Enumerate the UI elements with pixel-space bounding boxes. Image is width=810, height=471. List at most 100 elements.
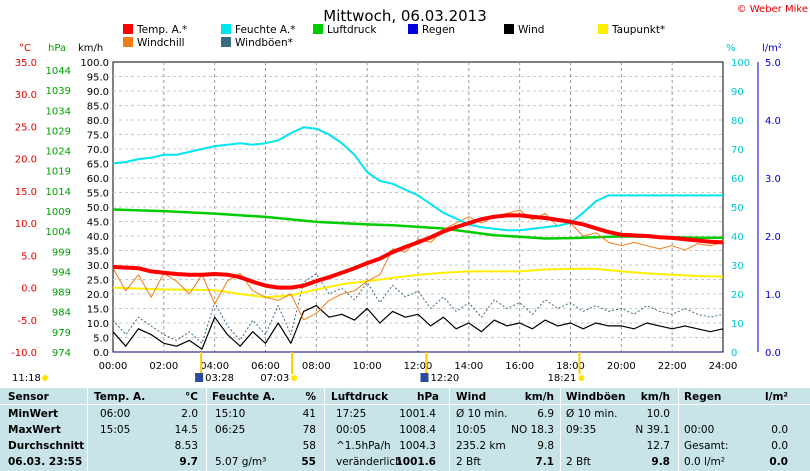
x-tick-label: 20:00	[607, 361, 636, 372]
temp-unit-label: °C	[19, 43, 31, 54]
stats-hum-time: 5.07 g/m³	[215, 456, 267, 468]
pressure-tick-label: 1029	[46, 126, 71, 137]
x-tick-label: 12:00	[404, 361, 433, 372]
x-tick-label: 06:00	[251, 361, 280, 372]
stats-header-cell: °C	[185, 391, 198, 403]
stats-temp-value: 8.53	[174, 440, 198, 452]
stats-gust-value: N 39.1	[635, 424, 670, 436]
pressure-tick-label: 999	[52, 247, 71, 258]
hum-tick-label: 100	[731, 58, 750, 69]
x-tick-label: 24:00	[709, 361, 738, 372]
stats-row-label: 06.03. 23:55	[8, 456, 83, 468]
legend-label: Taupunkt*	[611, 24, 665, 36]
stats-gust-time: Ø 10 min.	[566, 408, 618, 420]
pressure-tick-label: 984	[52, 308, 71, 319]
hum-tick-label: 50	[731, 203, 744, 214]
pressure-tick-label: 1019	[46, 167, 71, 178]
x-tick-label: 02:00	[149, 361, 178, 372]
wind-tick-label: 45.0	[87, 218, 109, 229]
stats-row-label: MinWert	[8, 408, 59, 420]
wind-tick-label: 0.0	[93, 348, 109, 359]
wind-tick-label: 85.0	[87, 102, 109, 113]
stats-pressure-value: 1008.4	[399, 424, 436, 436]
pressure-tick-label: 1024	[46, 147, 71, 158]
stats-wind-value: 7.1	[535, 456, 554, 468]
temp-tick-label: 10.0	[15, 219, 37, 230]
rain-tick-label: 3.0	[765, 174, 781, 185]
x-tick-label: 04:00	[200, 361, 229, 372]
wind-tick-label: 50.0	[87, 203, 109, 214]
hum-tick-label: 10	[731, 319, 744, 330]
stats-row-label: MaxWert	[8, 424, 61, 436]
series-line	[112, 209, 724, 321]
stats-rain-time: 00:00	[684, 424, 715, 436]
legend-swatch	[123, 24, 133, 34]
wind-tick-label: 95.0	[87, 73, 109, 84]
stats-pressure-value: 1001.4	[399, 408, 436, 420]
legend-swatch	[598, 24, 608, 34]
stats-gust-time: 09:35	[566, 424, 597, 436]
stats-header-cell: l/m²	[765, 391, 788, 403]
stats-temp-value: 2.0	[181, 408, 198, 420]
wind-tick-label: 60.0	[87, 174, 109, 185]
sun-moon-markers: 11:18 03:28 07:03 12:20 18:21	[12, 352, 585, 384]
stats-header-cell: Feuchte A.	[212, 391, 276, 403]
hum-tick-label: 0	[731, 348, 737, 359]
stats-gust-time: 2 Bft	[566, 456, 591, 468]
sun-marker-label: 11:18	[12, 373, 41, 384]
stats-header-cell: %	[305, 391, 316, 403]
sun-icon	[578, 375, 585, 381]
stats-header-cell: Temp. A.	[94, 391, 146, 403]
wind-tick-label: 75.0	[87, 131, 109, 142]
stats-header-cell: Sensor	[8, 391, 49, 403]
stats-gust-value: 10.0	[646, 408, 670, 420]
series-line	[112, 126, 723, 232]
x-tick-label: 18:00	[556, 361, 585, 372]
stats-pressure-value: 1001.6	[395, 456, 436, 468]
legend-swatch	[221, 37, 231, 47]
wind-tick-label: 25.0	[87, 276, 109, 287]
legend-label: Windchill	[137, 37, 185, 49]
wind-tick-label: 65.0	[87, 160, 109, 171]
hum-tick-label: 20	[731, 290, 744, 301]
legend-label: Temp. A.*	[136, 24, 187, 36]
pressure-tick-label: 1014	[46, 187, 71, 198]
rain-unit-label: l/m²	[762, 43, 782, 54]
stats-rain-value: 0.0	[769, 456, 788, 468]
legend-label: Regen	[422, 24, 455, 36]
moon-icon	[195, 373, 204, 382]
stats-wind-time: Ø 10 min.	[456, 408, 508, 420]
wind-tick-label: 15.0	[87, 305, 109, 316]
x-tick-label: 10:00	[353, 361, 382, 372]
legend-swatch	[313, 24, 323, 34]
stats-pressure-time: veränderlich	[336, 456, 402, 468]
rain-tick-label: 5.0	[765, 58, 781, 69]
pressure-tick-label: 989	[52, 288, 71, 299]
x-tick-label: 00:00	[99, 361, 128, 372]
stats-gust-value: 9.8	[651, 456, 670, 468]
wind-tick-label: 35.0	[87, 247, 109, 258]
stats-header-cell: Windböen	[566, 391, 626, 403]
stats-hum-value: 58	[302, 440, 316, 452]
wind-tick-label: 80.0	[87, 116, 109, 127]
wind-tick-label: 90.0	[87, 87, 109, 98]
x-tick-label: 16:00	[505, 361, 534, 372]
stats-rain-value: 0.0	[771, 440, 788, 452]
temp-tick-label: 15.0	[15, 187, 37, 198]
sunset-label: 18:21	[548, 373, 577, 384]
chart-legend: Temp. A.* Feuchte A.* Luftdruck Regen Wind Ta…	[123, 24, 665, 49]
stats-hum-value: 41	[302, 408, 316, 420]
pressure-tick-label: 994	[52, 267, 71, 278]
stats-temp-value: 9.7	[179, 456, 198, 468]
pressure-tick-label: 1004	[46, 227, 71, 238]
stats-temp-value: 14.5	[174, 424, 198, 436]
stats-row-label: Durchschnitt	[8, 440, 85, 452]
temp-tick-label: -10.0	[11, 348, 37, 359]
pressure-tick-label: 979	[52, 328, 71, 339]
stats-temp-time: 06:00	[100, 408, 131, 420]
legend-swatch	[221, 24, 231, 34]
stats-rain-time: 0.0 l/m²	[684, 456, 725, 468]
moonrise-label: 03:28	[205, 373, 234, 384]
stats-gust-value: 12.7	[646, 440, 670, 452]
